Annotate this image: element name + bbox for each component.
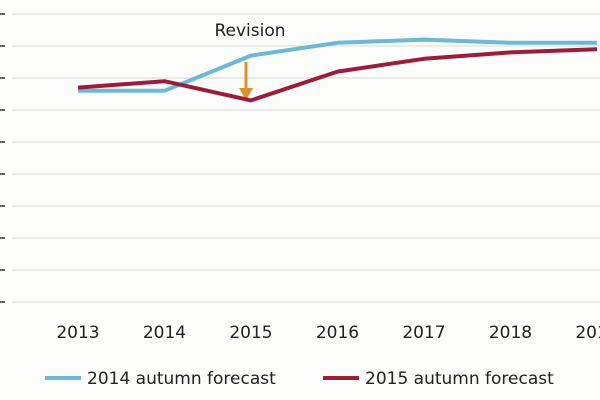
legend-label: 2014 autumn forecast: [87, 369, 276, 389]
x-tick-label: 2013: [56, 323, 99, 343]
series-line: [77, 47, 598, 103]
x-tick-label: 2017: [402, 323, 445, 343]
x-tick-label: 2014: [143, 323, 186, 343]
x-tick-label: 2019: [575, 323, 600, 343]
annotation: Revision: [214, 21, 285, 41]
revision-arrowhead: [239, 88, 253, 100]
x-tick-label: 2018: [489, 323, 532, 343]
series-line: [78, 37, 597, 93]
x-tick-label: 2016: [316, 323, 359, 343]
legend-label: 2015 autumn forecast: [365, 369, 554, 389]
x-tick-label: 2015: [229, 323, 272, 343]
